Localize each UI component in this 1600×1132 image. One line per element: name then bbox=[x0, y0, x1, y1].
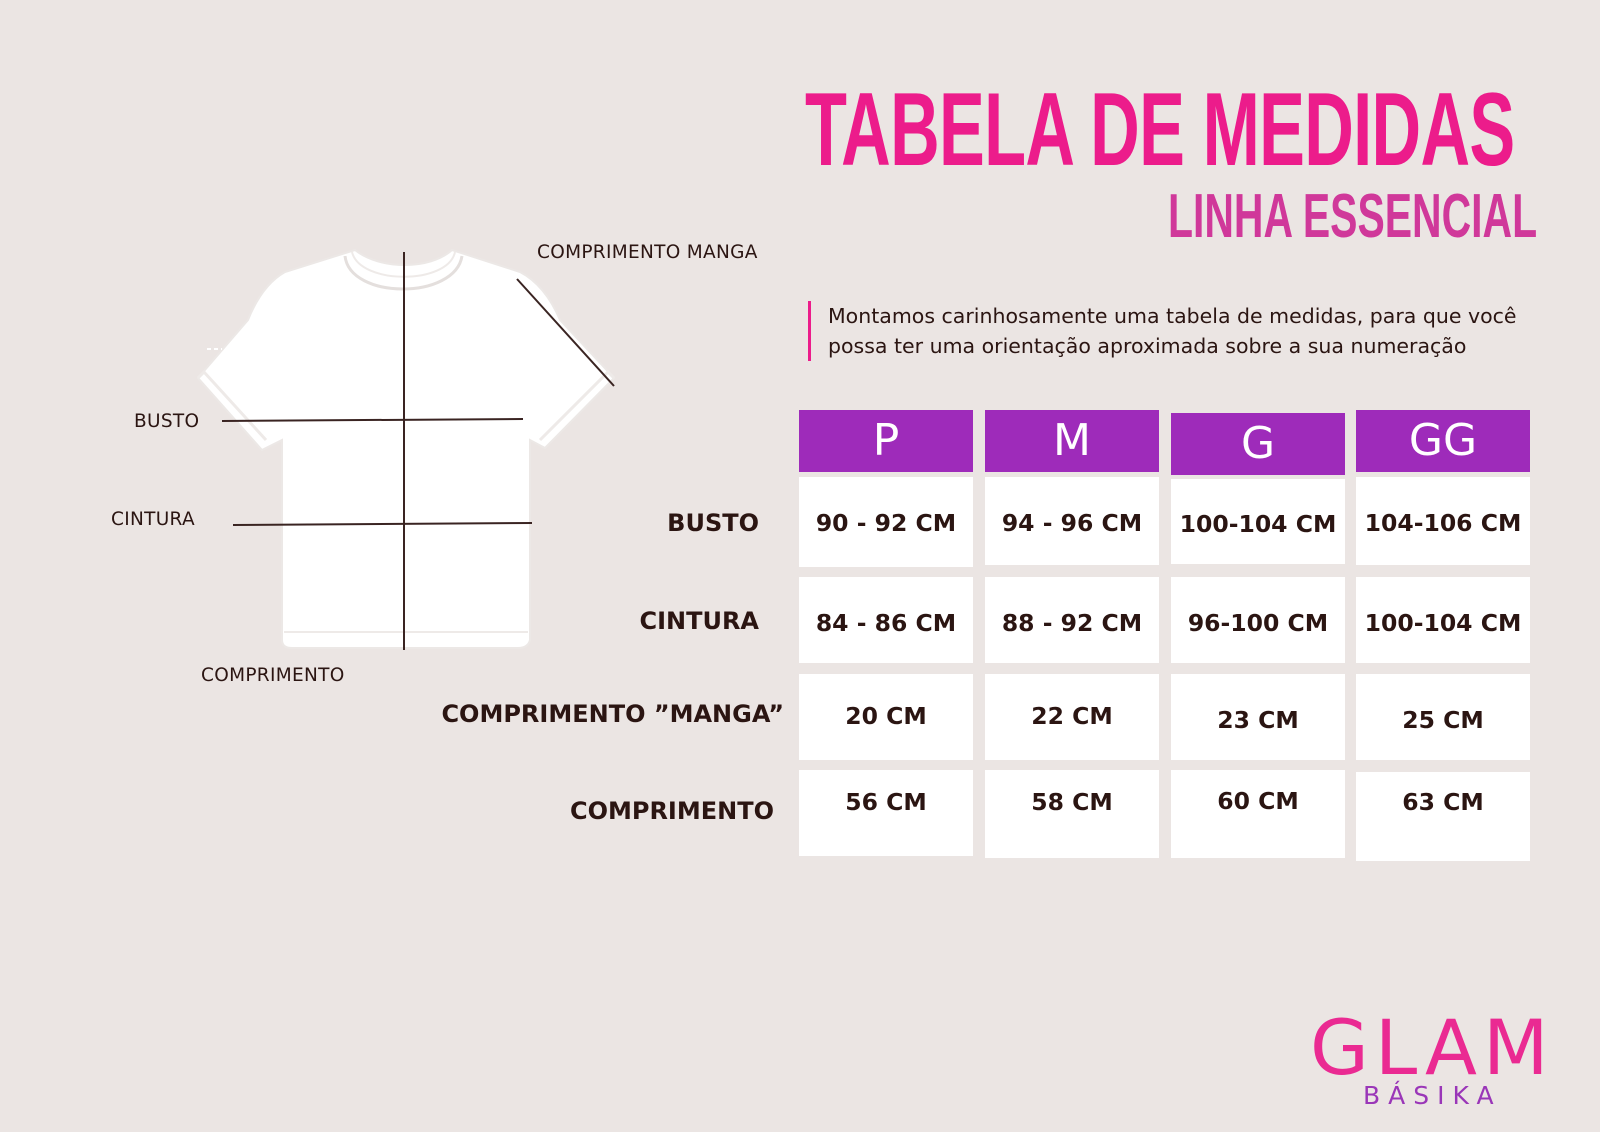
intro-line-1: Montamos carinhosamente uma tabela de me… bbox=[828, 304, 1517, 328]
intro-line-2: possa ter uma orientação aproximada sobr… bbox=[828, 334, 1467, 358]
table-cell: 100-104 CM bbox=[1171, 479, 1345, 564]
table-cell: 96-100 CM bbox=[1171, 577, 1345, 663]
row-label-length: COMPRIMENTO bbox=[569, 797, 774, 825]
table-cell: 20 CM bbox=[799, 674, 973, 760]
sleeve-line bbox=[516, 278, 615, 387]
brand-logo: GLAM bbox=[1310, 1003, 1555, 1092]
intro-text: Montamos carinhosamente uma tabela de me… bbox=[808, 301, 1600, 361]
size-header-p: P bbox=[799, 410, 973, 472]
page-subtitle: LINHA ESSENCIAL bbox=[1168, 182, 1538, 251]
tshirt-collar bbox=[343, 255, 464, 291]
table-cell: 23 CM bbox=[1171, 674, 1345, 760]
table-cell: 90 - 92 CM bbox=[799, 477, 973, 567]
table-cell: 25 CM bbox=[1356, 674, 1530, 760]
table-cell: 88 - 92 CM bbox=[985, 577, 1159, 663]
table-cell: 94 - 96 CM bbox=[985, 477, 1159, 565]
row-label-waist: CINTURA bbox=[639, 607, 759, 635]
tshirt-shape bbox=[196, 248, 616, 649]
waist-line bbox=[232, 522, 533, 526]
table-cell: 104-106 CM bbox=[1356, 477, 1530, 565]
size-header-m: M bbox=[985, 410, 1159, 472]
tshirt-illustration bbox=[196, 248, 616, 650]
table-cell: 58 CM bbox=[985, 770, 1159, 858]
brand-tagline: BÁSIKA bbox=[1363, 1081, 1502, 1110]
label-sleeve-length: COMPRIMENTO MANGA bbox=[537, 242, 758, 263]
size-header-gg: GG bbox=[1356, 410, 1530, 472]
table-cell: 100-104 CM bbox=[1356, 577, 1530, 663]
row-label-sleeve: COMPRIMENTO ”MANGA” bbox=[441, 700, 784, 728]
label-length: COMPRIMENTO bbox=[201, 665, 345, 686]
tshirt-diagram: COMPRIMENTO MANGA BUSTO CINTURA COMPRIME… bbox=[0, 0, 820, 720]
row-label-bust: BUSTO bbox=[667, 509, 759, 537]
label-bust: BUSTO bbox=[134, 411, 200, 432]
bust-line bbox=[221, 418, 524, 422]
table-cell: 56 CM bbox=[799, 770, 973, 856]
label-waist: CINTURA bbox=[111, 509, 195, 530]
table-cell: 60 CM bbox=[1171, 770, 1345, 858]
page-title: TABELA DE MEDIDAS bbox=[805, 72, 1515, 188]
table-cell: 22 CM bbox=[985, 674, 1159, 760]
size-header-g: G bbox=[1171, 413, 1345, 475]
table-cell: 63 CM bbox=[1356, 772, 1530, 861]
table-cell: 84 - 86 CM bbox=[799, 577, 973, 663]
